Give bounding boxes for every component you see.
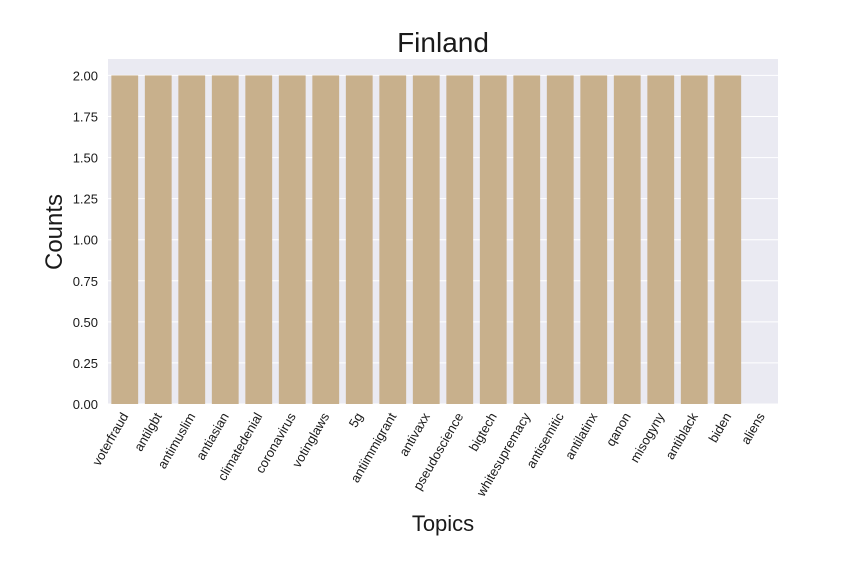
bar-antilatinx [580,75,608,404]
y-axis-ticks: 0.00 0.25 0.50 0.75 1.00 1.25 1.50 1.75 2.00 [73,68,98,412]
bar-antimuslim [178,75,206,404]
x-axis-label: Topics [412,511,474,536]
bar-coronavirus [278,75,306,404]
plot-background [108,59,778,404]
bar-whitesupremacy [513,75,541,404]
bar-bigtech [479,75,507,404]
y-tick-label: 2.00 [73,68,98,83]
bar-antiimmigrant [379,75,407,404]
y-tick-label: 1.75 [73,110,98,125]
bar-antilgbt [144,75,172,404]
bar-antivaxx [412,75,440,404]
y-tick-label: 1.25 [73,192,98,207]
bar-biden [714,75,742,404]
bar-pseudoscience [446,75,474,404]
x-tick-label: antilgbt [131,410,165,454]
bar-misogyny [647,75,675,404]
x-tick-label: qanon [603,410,634,449]
x-tick-label: 5g [346,410,366,430]
bar-5g [345,75,373,404]
x-tick-label: voterfraud [89,410,131,468]
y-axis-label: Counts [41,194,68,270]
x-tick-label: antiblack [662,410,701,462]
y-tick-label: 0.50 [73,315,98,330]
bar-antiblack [680,75,708,404]
x-tick-label: antivaxx [396,410,433,459]
chart-title: Finland [397,27,489,58]
bar-qanon [613,75,641,404]
bar-votinglaws [312,75,340,404]
bars [111,75,742,404]
x-tick-label: bigtech [466,410,500,454]
y-tick-label: 0.25 [73,356,98,371]
x-tick-label: antilatinx [562,410,601,462]
bar-antiasian [211,75,239,404]
x-tick-label: aliens [738,410,768,447]
y-tick-label: 0.75 [73,274,98,289]
y-tick-label: 0.00 [73,397,98,412]
x-tick-label: biden [705,410,734,445]
bar-voterfraud [111,75,139,404]
y-tick-label: 1.50 [73,151,98,166]
bar-antisemitic [546,75,574,404]
bar-climatedenial [245,75,273,404]
x-axis-ticks: voterfraud antilgbtantimuslimantiasiancli… [89,410,768,500]
y-tick-label: 1.00 [73,233,98,248]
